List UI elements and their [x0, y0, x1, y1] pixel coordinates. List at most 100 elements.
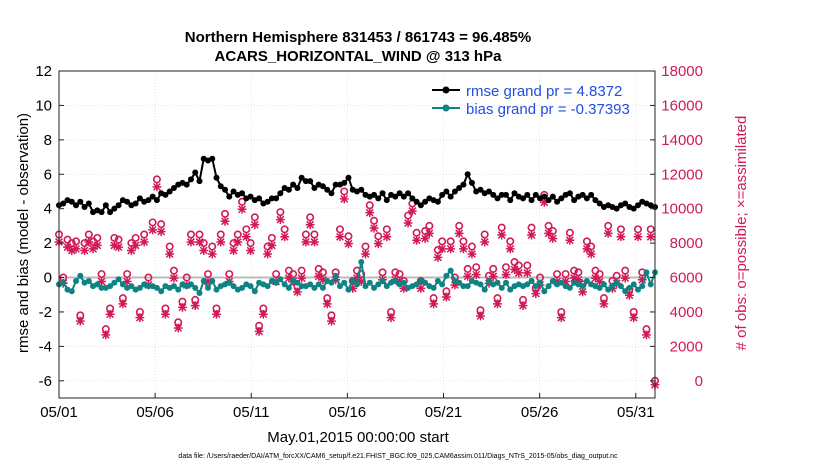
bias-point [617, 283, 624, 290]
obs-assimilated-point [642, 330, 651, 340]
bias-point [239, 284, 246, 291]
y-right-tick-label: 18000 [661, 63, 703, 80]
bias-point [98, 284, 105, 291]
rmse-point [477, 186, 484, 193]
obs-possible-point [297, 266, 306, 275]
rmse-point [319, 183, 326, 190]
rmse-point [196, 178, 203, 185]
obs-possible-point [340, 187, 349, 196]
rmse-point [358, 186, 365, 193]
y-right-tick-label: 14000 [661, 132, 703, 149]
bias-point [285, 284, 292, 291]
obs-assimilated-point [293, 287, 302, 297]
obs-assimilated-point [135, 313, 145, 323]
rmse-point [307, 178, 314, 185]
obs-possible-point [186, 230, 195, 239]
obs-assimilated-point [250, 220, 260, 230]
obs-possible-point [501, 263, 510, 272]
rmse-point [596, 200, 603, 207]
bias-point [294, 279, 301, 286]
y-right-tick-label: 2000 [670, 338, 703, 355]
bias-point [354, 281, 360, 288]
rmse-point [213, 174, 220, 181]
obs-assimilated-point [118, 299, 128, 309]
bias-point [643, 269, 650, 276]
obs-assimilated-point [318, 275, 328, 285]
obs-assimilated-point [352, 273, 362, 283]
bias-point [541, 288, 548, 295]
rmse-point [268, 195, 275, 202]
bias-point [375, 281, 382, 288]
y-left-tick-label: 10 [35, 97, 52, 114]
rmse-point [592, 197, 599, 204]
bias-point [485, 277, 492, 284]
rmse-point [630, 205, 637, 212]
obs-assimilated-point [522, 268, 532, 278]
obs-assimilated-point [156, 227, 166, 237]
rmse-point [392, 193, 399, 200]
obs-assimilated-point [561, 277, 570, 286]
obs-assimilated-point [416, 284, 426, 293]
bias-point [111, 279, 118, 286]
obs-possible-point [497, 223, 506, 232]
bias-point [371, 284, 378, 291]
obs-assimilated-point [114, 242, 123, 252]
rmse-point [217, 183, 224, 190]
rmse-point [379, 190, 386, 197]
rmse-point [328, 190, 335, 197]
obs-assimilated-point [463, 271, 473, 281]
obs-assimilated-point [437, 244, 447, 254]
obs-assimilated-point [573, 275, 583, 285]
chart-subtitle: ACARS_HORIZONTAL_WIND @ 313 hPa [215, 48, 503, 65]
obs-possible-point [604, 221, 613, 230]
obs-possible-point [310, 230, 319, 239]
obs-assimilated-point [254, 327, 264, 336]
obs-assimilated-point [237, 204, 247, 214]
rmse-point [545, 197, 552, 204]
obs-assimilated-point [71, 244, 81, 254]
bias-point [600, 281, 607, 288]
bias-point [345, 286, 352, 293]
obs-assimilated-point [569, 273, 579, 283]
bias-point [175, 286, 182, 293]
bias-point [422, 279, 429, 286]
y-axis-left: -6 -4 -2 0 2 4 6 8 10 12 [35, 63, 64, 390]
obs-possible-point [374, 232, 383, 241]
rmse-point [187, 176, 194, 183]
rmse-point [68, 198, 75, 205]
bias-point [430, 284, 437, 291]
rmse-point [413, 198, 420, 205]
x-axis: 05/01 05/06 05/11 05/16 05/21 05/26 05/31 [40, 393, 655, 421]
obs-assimilated-point [424, 228, 434, 238]
rmse-point [153, 197, 160, 204]
obs-assimilated-point [476, 311, 485, 321]
y-right-tick-label: 10000 [661, 201, 703, 218]
legend-rmse-label: rmse grand pr = 4.8372 [466, 83, 622, 100]
obs-assimilated-point [556, 313, 566, 323]
bias-point [545, 283, 552, 290]
bias-point [647, 281, 654, 288]
bias-point [362, 283, 369, 290]
bias-point [566, 284, 573, 291]
bias-point [332, 272, 339, 279]
bias-point [315, 281, 322, 288]
rmse-point [81, 203, 88, 210]
obs-assimilated-point [212, 309, 221, 319]
y-right-tick-label: 6000 [670, 270, 703, 287]
rmse-point [460, 181, 467, 188]
bias-point [392, 277, 399, 284]
rmse-point [520, 195, 527, 202]
obs-assimilated-point [603, 228, 613, 238]
rmse-point [107, 209, 114, 216]
rmse-point [277, 190, 284, 197]
obs-assimilated-point [131, 240, 141, 250]
obs-possible-point [463, 264, 472, 273]
obs-assimilated-point [361, 249, 370, 259]
x-tick-label: 05/06 [136, 404, 174, 421]
bias-series [56, 259, 658, 297]
obs-possible-point [123, 270, 132, 279]
rmse-point [324, 186, 331, 193]
rmse-point [170, 185, 177, 192]
rmse-point [451, 188, 458, 195]
bias-point [209, 277, 216, 284]
